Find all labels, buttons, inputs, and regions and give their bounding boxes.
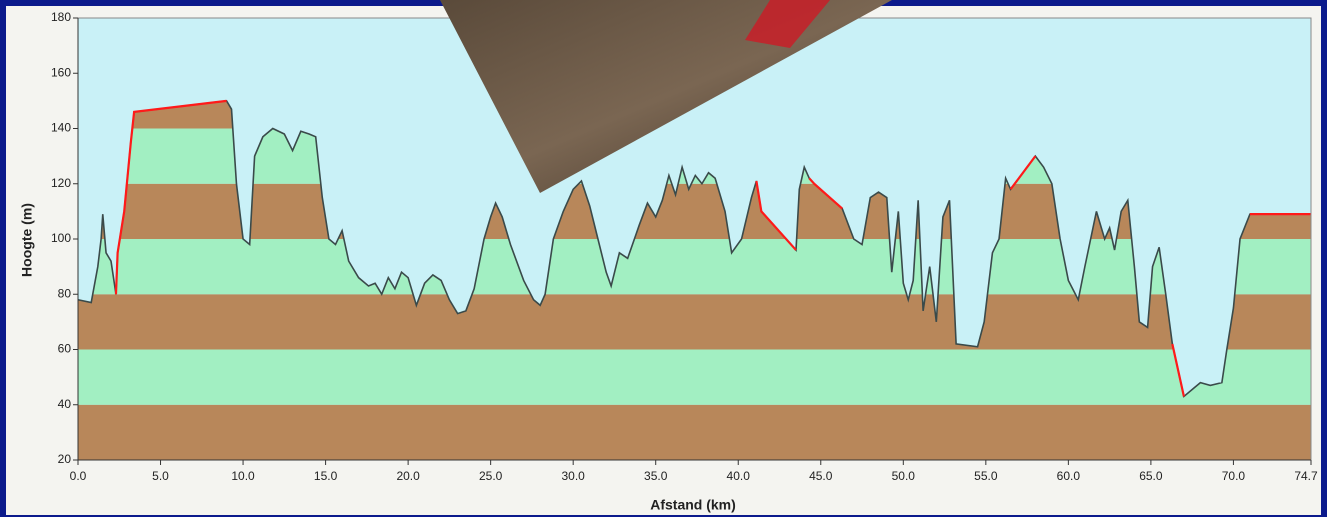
x-axis-label: Afstand (km) xyxy=(650,497,736,513)
x-tick-label: 74.7 xyxy=(1294,469,1318,483)
x-tick-label: 45.0 xyxy=(809,469,833,483)
x-tick-label: 65.0 xyxy=(1139,469,1163,483)
x-tick-label: 0.0 xyxy=(70,469,87,483)
y-tick-label: 60 xyxy=(58,342,72,356)
chart: 20 40 60 80 100 120 140 160 180 0.0 5.0 10.0 15.0 20.… xyxy=(0,0,1327,517)
x-tick-label: 60.0 xyxy=(1057,469,1081,483)
y-tick-label: 160 xyxy=(51,65,71,79)
y-tick-label: 40 xyxy=(58,397,72,411)
y-tick-label: 120 xyxy=(51,176,71,190)
y-tick-label: 20 xyxy=(58,452,72,466)
elevation-band xyxy=(78,294,1311,349)
elevation-band xyxy=(78,239,1311,294)
x-tick-label: 30.0 xyxy=(562,469,586,483)
x-tick-label: 70.0 xyxy=(1222,469,1246,483)
x-tick-label: 50.0 xyxy=(892,469,916,483)
x-tick-label: 10.0 xyxy=(231,469,255,483)
y-tick-label: 140 xyxy=(51,121,71,135)
x-tick-label: 40.0 xyxy=(727,469,751,483)
x-tick-label: 25.0 xyxy=(479,469,503,483)
page: 20 40 60 80 100 120 140 160 180 0.0 5.0 10.0 15.0 20.… xyxy=(0,0,1327,517)
x-tick-label: 35.0 xyxy=(644,469,668,483)
x-tick-label: 20.0 xyxy=(396,469,420,483)
elevation-band xyxy=(78,405,1311,460)
x-tick-label: 15.0 xyxy=(314,469,338,483)
elevation-band xyxy=(78,350,1311,405)
x-tick-label: 5.0 xyxy=(152,469,169,483)
y-tick-label: 180 xyxy=(51,10,71,24)
y-axis-label: Hoogte (m) xyxy=(19,203,35,277)
x-tick-label: 55.0 xyxy=(974,469,998,483)
y-tick-label: 100 xyxy=(51,231,71,245)
y-tick-label: 80 xyxy=(58,286,72,300)
